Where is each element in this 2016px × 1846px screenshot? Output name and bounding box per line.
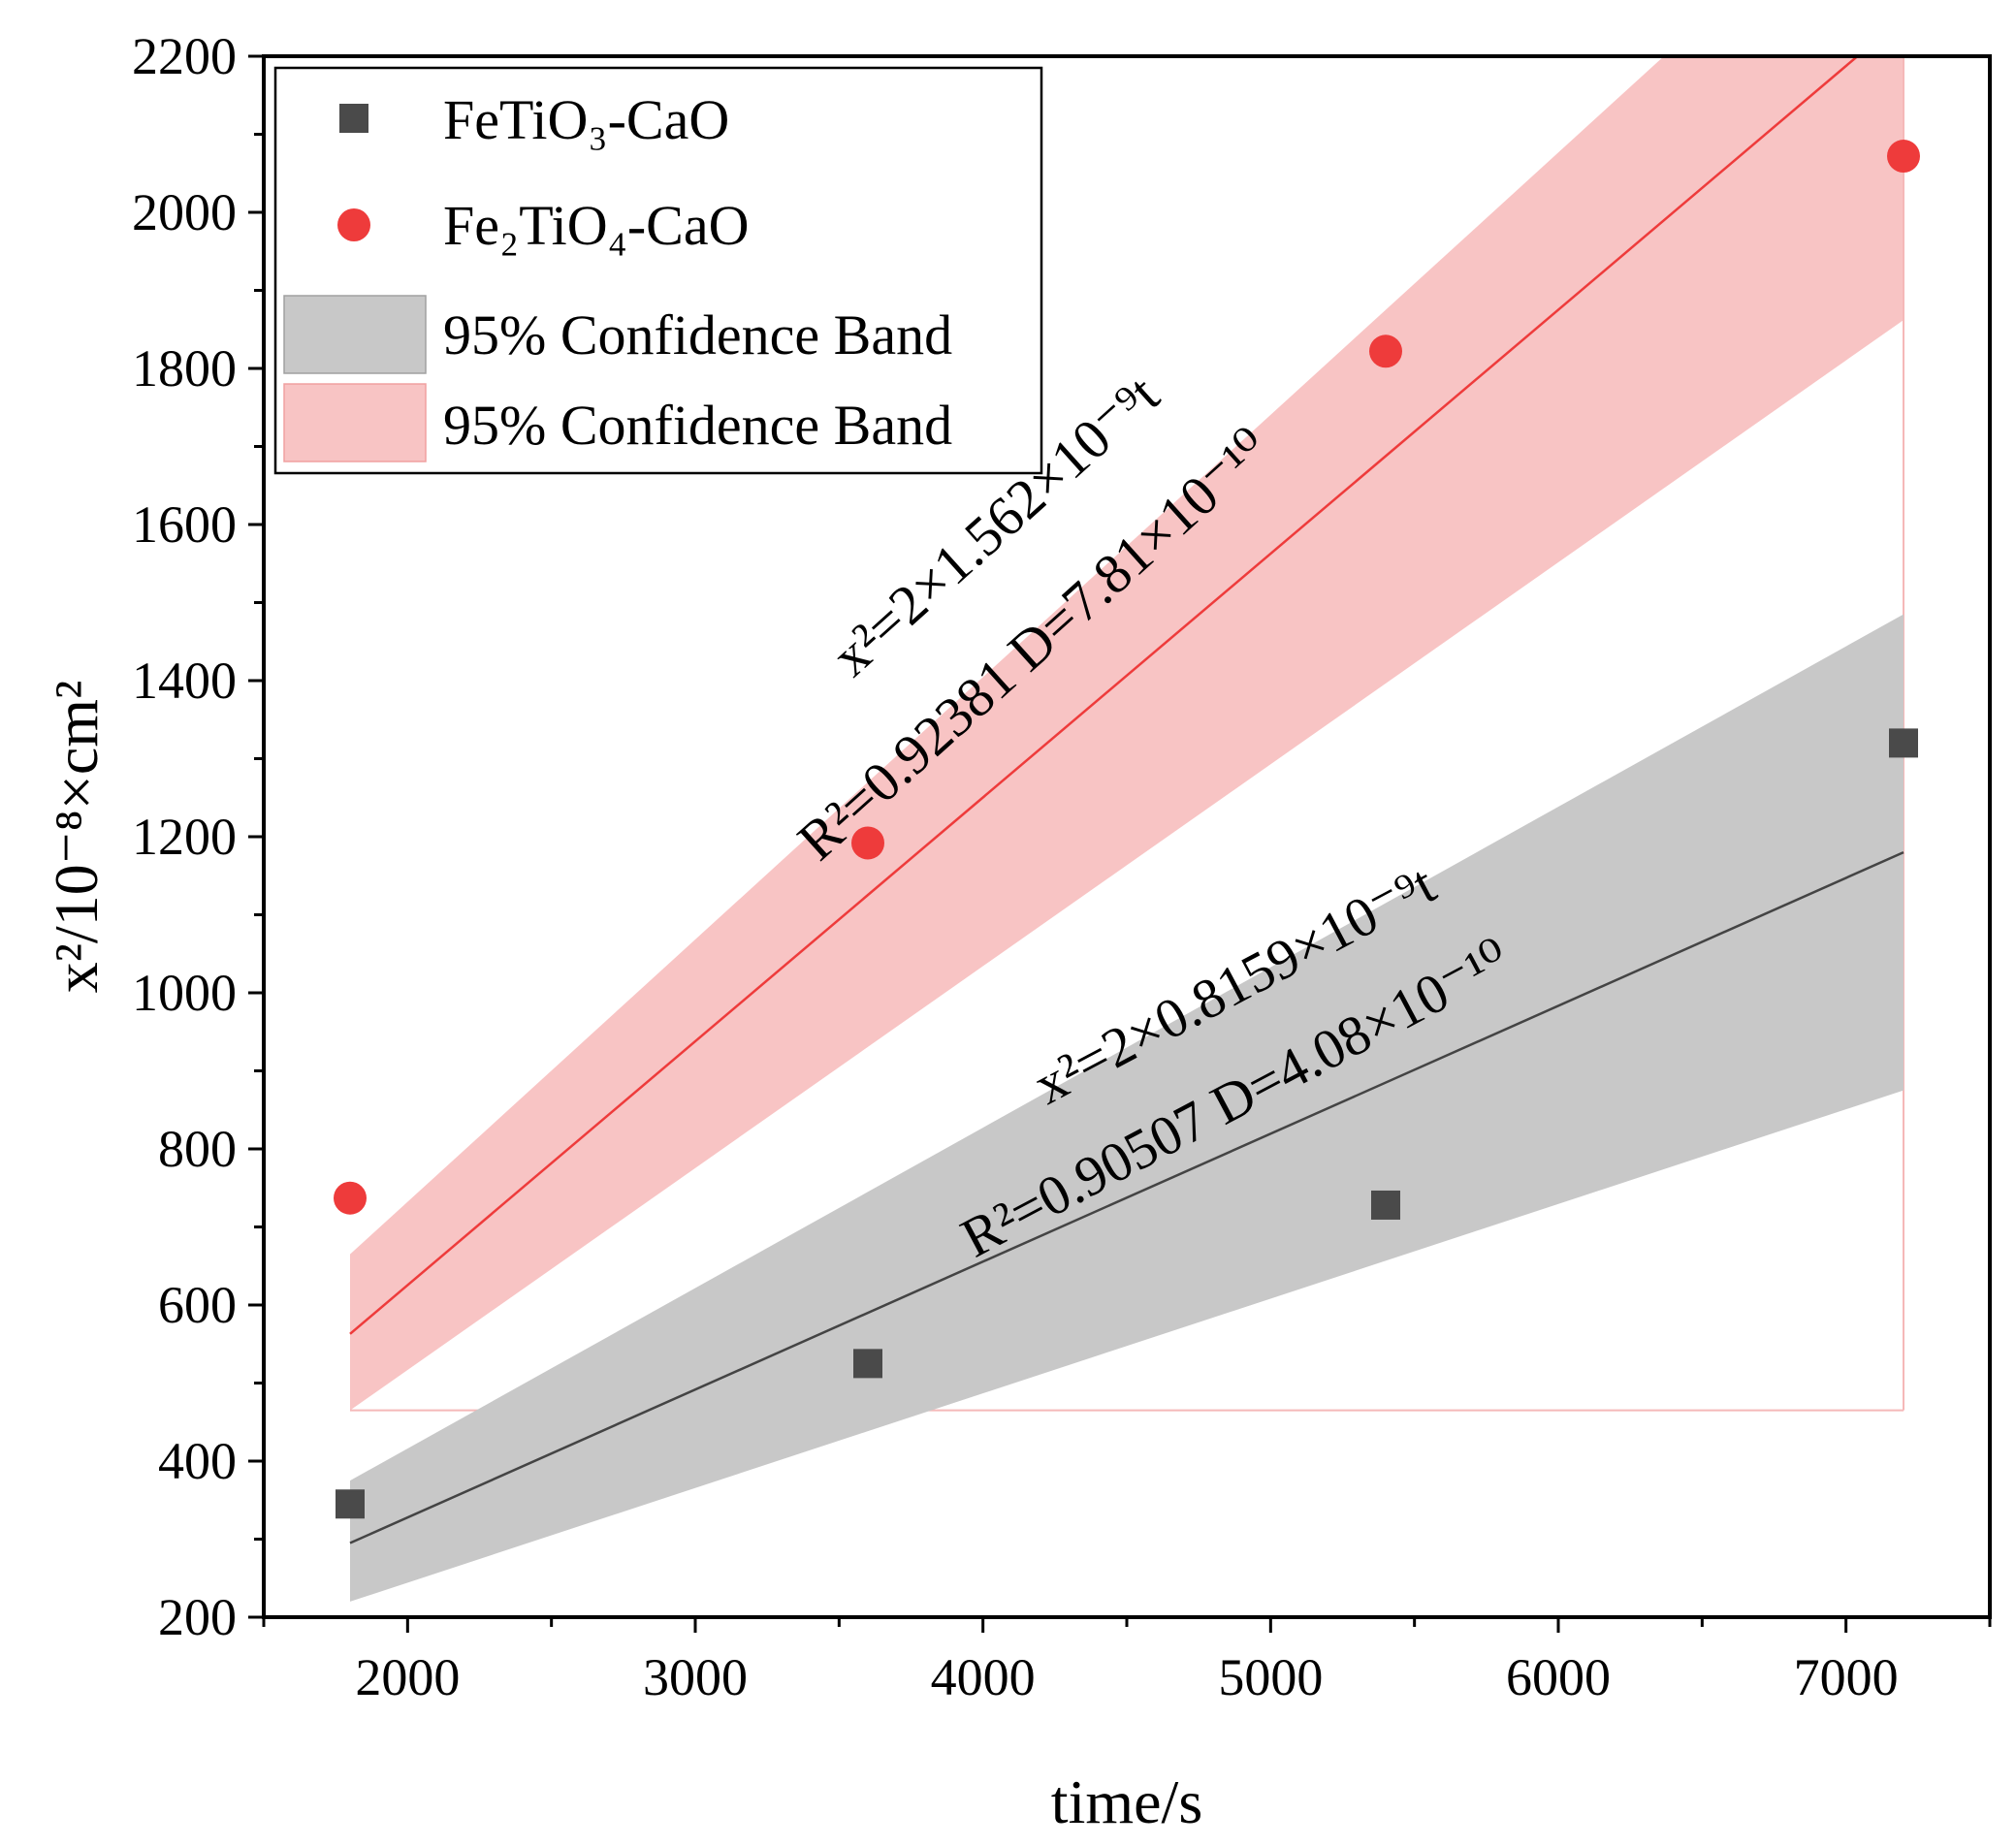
x-tick-label: 7000 bbox=[1794, 1648, 1899, 1706]
x-tick-label: 5000 bbox=[1218, 1648, 1323, 1706]
y-tick-label: 2200 bbox=[132, 27, 237, 85]
legend-swatch-red-band bbox=[283, 383, 427, 462]
marker-fetio3 bbox=[1889, 728, 1918, 758]
y-tick-label: 1800 bbox=[132, 339, 237, 398]
y-tick-label: 2000 bbox=[132, 183, 237, 241]
x-tick-label: 4000 bbox=[931, 1648, 1036, 1706]
data-markers bbox=[334, 140, 1920, 1519]
marker-fetio3 bbox=[853, 1349, 882, 1379]
x-tick-label: 2000 bbox=[355, 1648, 460, 1706]
fit-lines bbox=[349, 56, 1904, 1544]
y-tick-label: 1400 bbox=[132, 652, 237, 710]
y-tick-label: 200 bbox=[158, 1588, 237, 1646]
x-axis-ticks: 2000 3000 4000 5000 6000 7000 bbox=[262, 1617, 1992, 1706]
marker-fe2tio4 bbox=[851, 826, 884, 860]
y-tick-label: 1000 bbox=[132, 964, 237, 1022]
y-axis-ticks: 200 400 600 800 1000 1200 1400 1600 1800 2000 2200 bbox=[132, 27, 264, 1646]
y-tick-label: 800 bbox=[158, 1120, 237, 1178]
marker-fetio3 bbox=[1371, 1190, 1400, 1220]
y-tick-label: 1600 bbox=[132, 495, 237, 554]
x-axis-title: time/s bbox=[1051, 1767, 1202, 1836]
marker-fetio3 bbox=[336, 1489, 365, 1519]
legend-label-red-band: 95% Confidence Band bbox=[443, 394, 952, 457]
y-tick-label: 1200 bbox=[132, 808, 237, 866]
legend-label-fetio3: FeTiO₃-CaO bbox=[443, 88, 729, 151]
legend-label-fe2tio4: Fe₂TiO₄-CaO bbox=[443, 194, 749, 257]
legend-marker-square bbox=[339, 104, 368, 133]
confidence-band-fe2tio4 bbox=[350, 56, 1904, 1411]
legend-label-gray-band: 95% Confidence Band bbox=[443, 303, 952, 366]
y-tick-label: 400 bbox=[158, 1432, 237, 1490]
legend: FeTiO₃-CaO Fe₂TiO₄-CaO 95% Confidence Ba… bbox=[273, 66, 1043, 475]
x-tick-label: 3000 bbox=[643, 1648, 748, 1706]
y-axis-title: x²/10⁻⁸×cm² bbox=[42, 681, 111, 994]
fit-line-fetio3 bbox=[349, 850, 1904, 1544]
marker-fe2tio4 bbox=[334, 1181, 367, 1215]
legend-marker-circle bbox=[337, 208, 370, 241]
x-tick-label: 6000 bbox=[1506, 1648, 1611, 1706]
marker-fe2tio4 bbox=[1887, 140, 1920, 174]
legend-swatch-gray-band bbox=[283, 295, 427, 374]
y-tick-label: 600 bbox=[158, 1276, 237, 1334]
marker-fe2tio4 bbox=[1369, 334, 1402, 368]
confidence-band-fetio3 bbox=[350, 614, 1904, 1602]
fit-line-fe2tio4 bbox=[349, 56, 1860, 1335]
